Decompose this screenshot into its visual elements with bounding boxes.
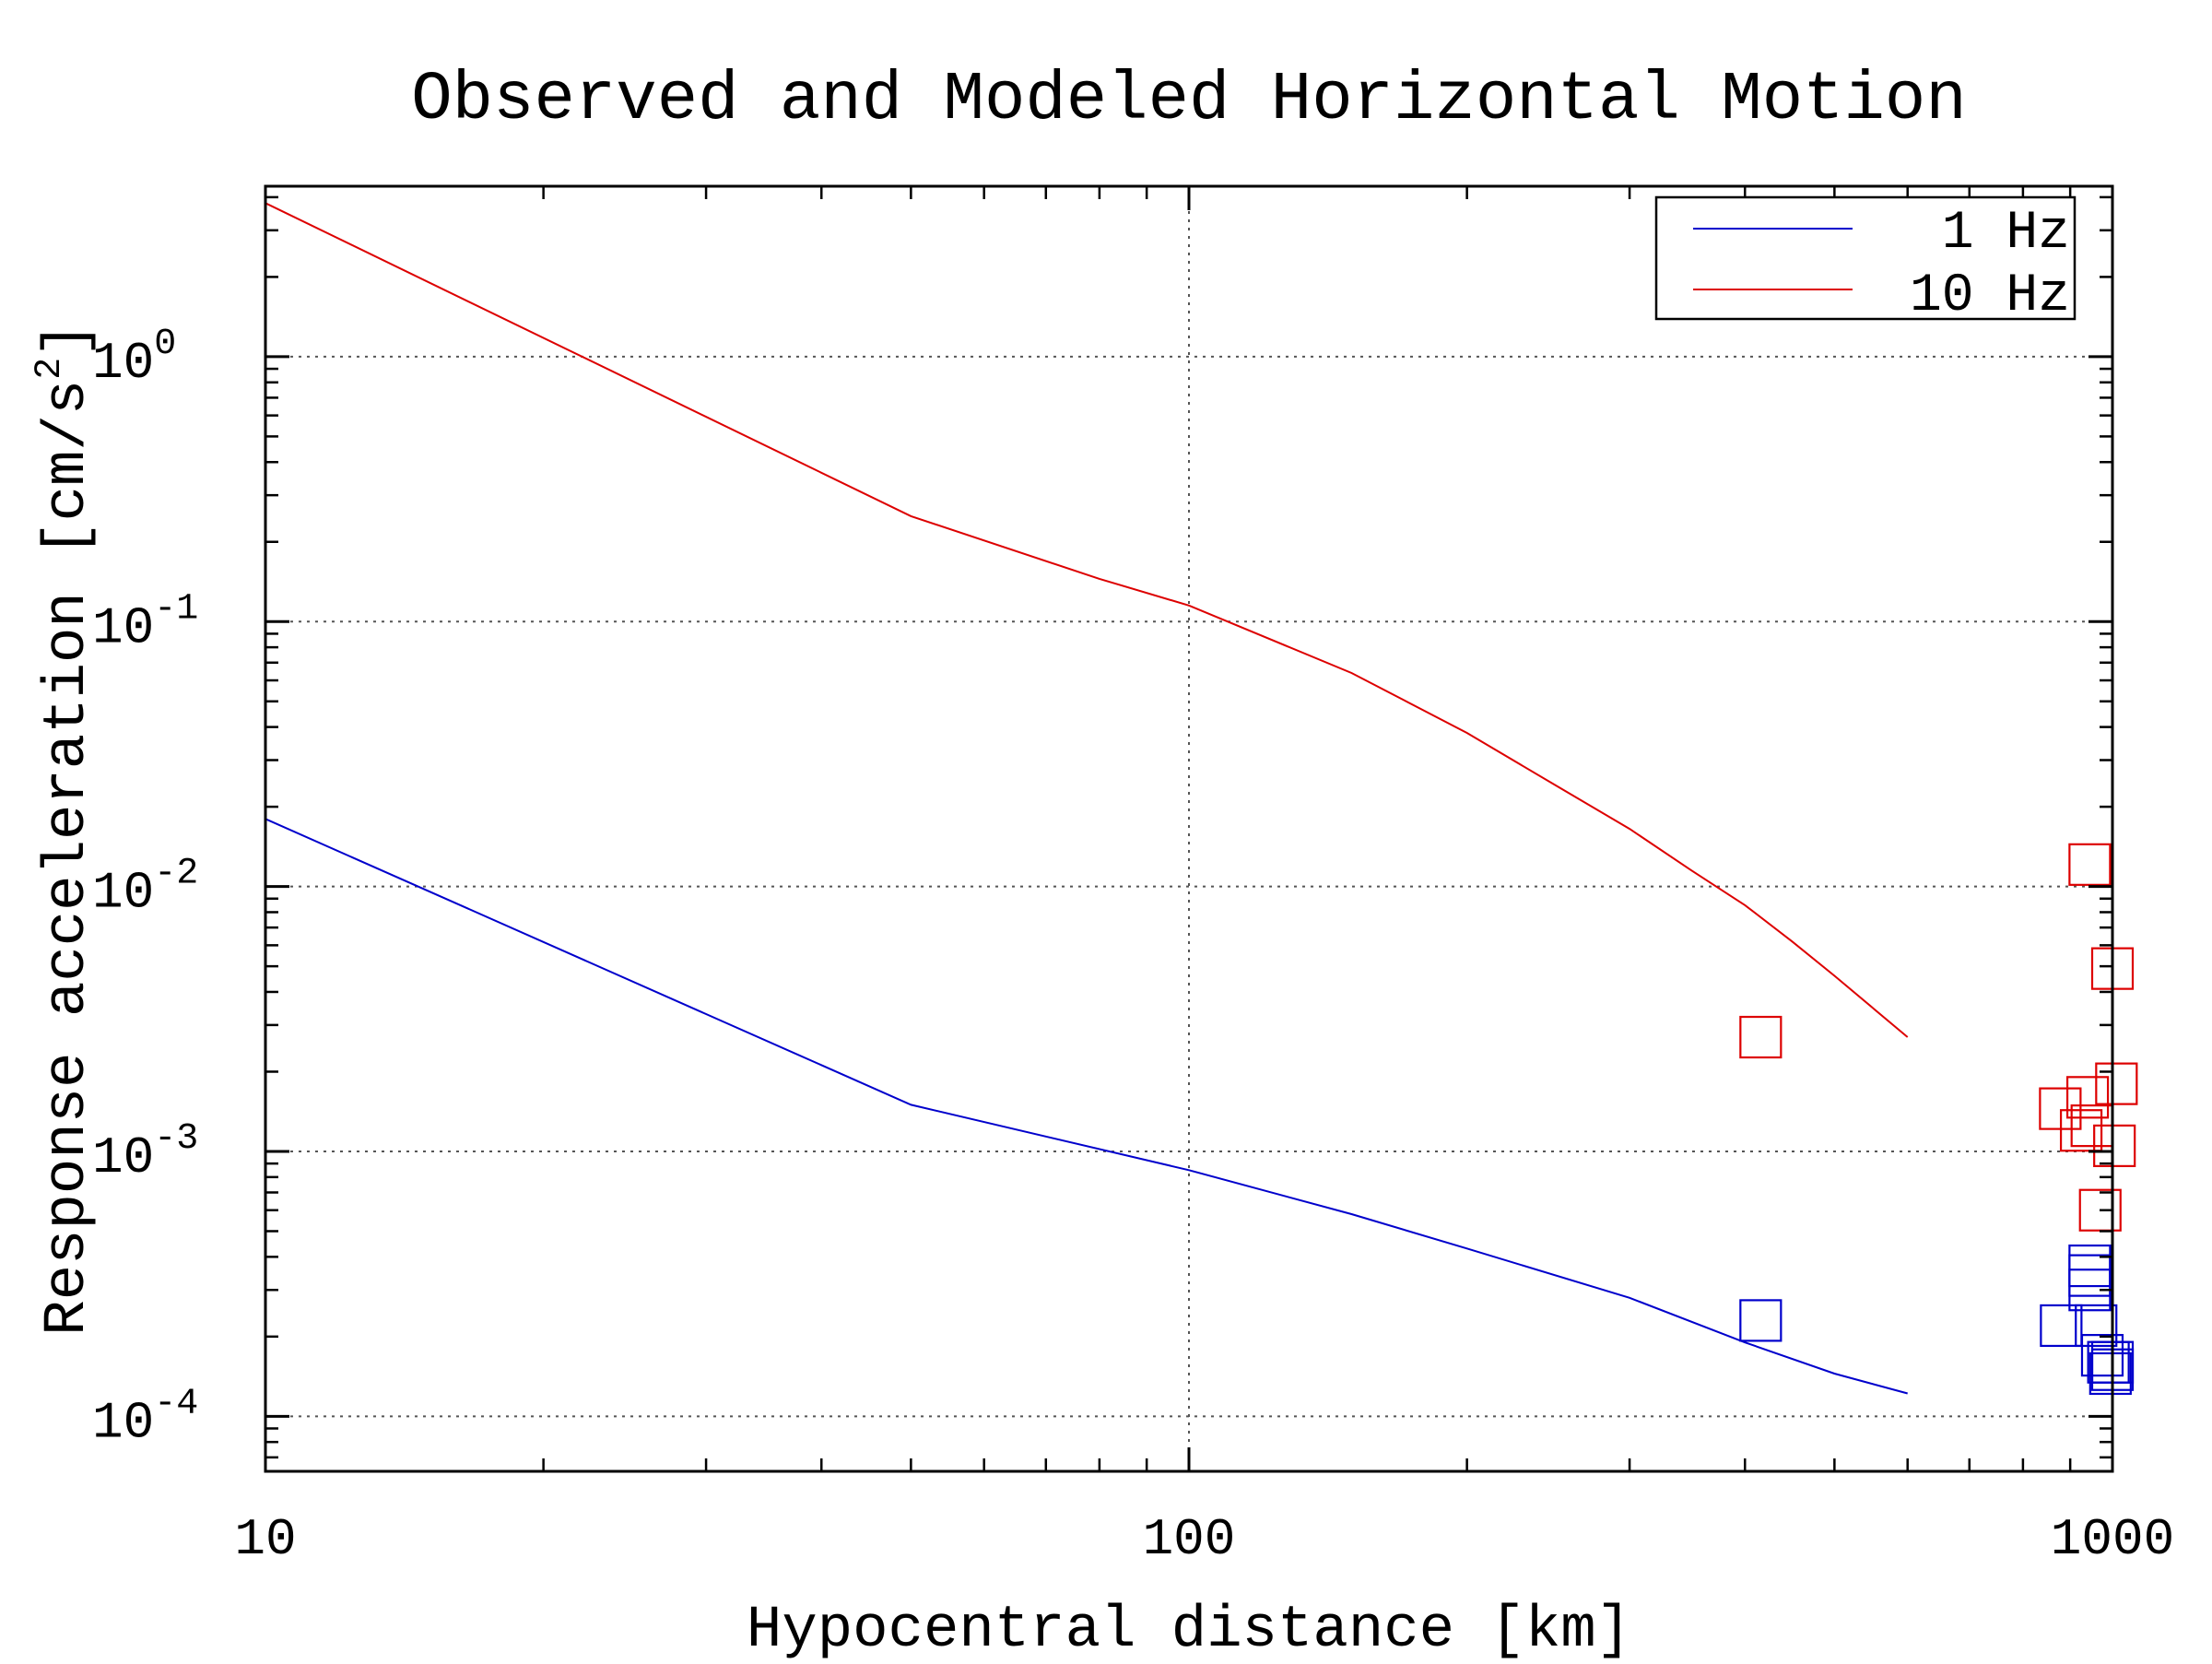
x-tick-labels: 10 100 1000 <box>234 1510 2174 1569</box>
y-tick-base: 10 <box>92 1393 154 1452</box>
observation-marker <box>2080 1334 2124 1377</box>
observation-marker <box>1739 1299 1783 1342</box>
y-tick-base: 10 <box>92 1128 154 1187</box>
y-tick-base: 10 <box>92 598 154 657</box>
tick-marks <box>264 186 2114 1471</box>
y-tick-exponent: -2 <box>154 854 198 895</box>
y-tick-label: 100 <box>92 324 176 393</box>
y-axis-label-close: ] <box>35 322 101 357</box>
y-tick-exponent: 0 <box>154 324 176 365</box>
y-axis-label: Response acceleration [cm/s2] <box>29 322 101 1335</box>
x-tick-label: 100 <box>1143 1510 1236 1569</box>
y-tick-exponent: -1 <box>154 588 198 630</box>
observation-marker <box>2065 1076 2110 1119</box>
y-tick-label: 10-1 <box>92 588 198 657</box>
y-tick-exponent: -4 <box>154 1383 198 1424</box>
observation-marker <box>2059 1109 2103 1152</box>
legend-label-1hz: 1 Hz <box>1942 204 2070 264</box>
legend-box <box>1654 195 2077 321</box>
y-tick-exponent: -3 <box>154 1118 198 1160</box>
x-axis-label: Hypocentral distance [km] <box>747 1598 1631 1659</box>
chart-title: Observed and Modeled Horizontal Motion <box>411 62 1966 139</box>
legend-label-10hz: 10 Hz <box>1910 266 2070 326</box>
series-layer <box>265 202 1909 1395</box>
legend: 1 Hz 10 Hz <box>1654 195 2077 326</box>
x-tick-label: 1000 <box>2051 1510 2174 1569</box>
observation-marker <box>2095 1062 2138 1105</box>
y-axis-label-sup: 2 <box>29 358 71 380</box>
observation-marker <box>2088 1351 2132 1396</box>
y-tick-label: 10-2 <box>92 854 198 923</box>
y-tick-label: 10-3 <box>92 1118 198 1187</box>
y-tick-base: 10 <box>92 334 154 393</box>
observation-marker <box>1739 1015 1783 1059</box>
series-line <box>265 818 1908 1395</box>
observation-marker <box>2068 843 2112 886</box>
y-tick-label: 10-4 <box>92 1383 198 1452</box>
grid-lines <box>265 186 2112 1471</box>
x-tick-label: 10 <box>234 1510 296 1569</box>
y-axis-label-main: Response acceleration [cm/s <box>35 380 101 1336</box>
y-tick-base: 10 <box>92 864 154 923</box>
observation-marker <box>2075 1304 2118 1348</box>
observation-marker <box>2093 1124 2136 1167</box>
observation-marker <box>2040 1304 2083 1348</box>
series-line <box>265 202 1909 1038</box>
